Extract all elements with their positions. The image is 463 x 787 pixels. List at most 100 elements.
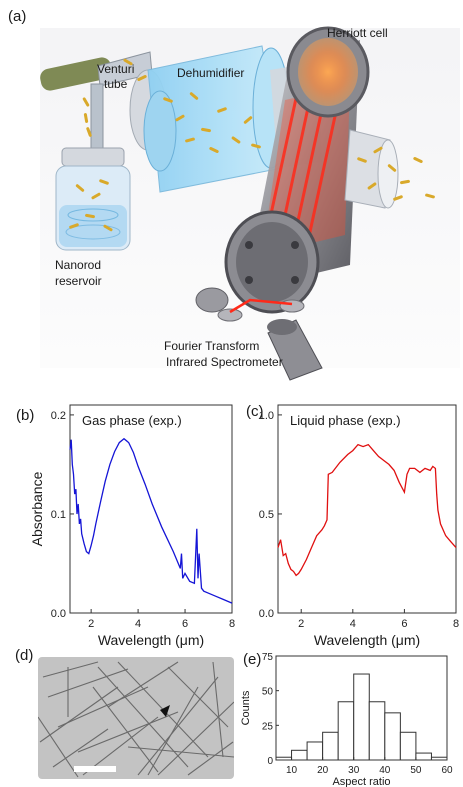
y-tick-label: 0.1 (51, 509, 66, 521)
x-tick-label: 6 (182, 618, 188, 630)
absorbance-line (69, 437, 233, 604)
x-tick-label: 6 (401, 618, 407, 630)
nanorod (209, 147, 219, 153)
x-axis-label: Aspect ratio (332, 776, 390, 787)
x-tick-label: 60 (441, 765, 453, 776)
histogram-bar (353, 673, 370, 761)
histogram-bar (399, 731, 417, 761)
nanorod (413, 157, 423, 163)
venturi-stem (90, 83, 104, 155)
x-tick-label: 30 (348, 765, 360, 776)
y-axis-label: Counts (240, 690, 252, 725)
nanorod (99, 179, 109, 185)
y-axis-label: Absorbance (29, 471, 45, 546)
histogram-bar (306, 741, 324, 761)
micrograph-rod (167, 666, 229, 728)
nanorod (201, 127, 211, 133)
nanorod (163, 97, 173, 103)
histogram-bar (322, 731, 339, 761)
micrograph-rod (187, 741, 234, 776)
micrograph-rod (82, 716, 159, 776)
nanorod (86, 127, 92, 137)
micrograph-rod (57, 686, 149, 728)
nanorod (425, 193, 435, 199)
nanorod (185, 137, 195, 143)
micrograph-rod (92, 686, 159, 773)
nanorod (373, 146, 383, 154)
histogram-bar (415, 752, 432, 761)
nanorod (387, 164, 397, 172)
x-axis-label: Wavelength (μm) (314, 632, 420, 648)
plot-frame (277, 404, 457, 614)
x-tick-label: 10 (286, 765, 298, 776)
nanorod (123, 58, 133, 66)
nanorod-micrograph (38, 657, 234, 779)
herriott-cell (224, 26, 370, 314)
plot-frame (69, 404, 233, 614)
micrograph-rod (42, 661, 99, 678)
panel-b-label: (b) (16, 407, 35, 424)
micrograph-rod (127, 746, 234, 758)
gas-phase-absorbance-chart: 2 4 6 8 0.0 0.1 0.2 Gas phase (exp.) Wavelength … (29, 404, 235, 648)
micrograph-rod (38, 716, 79, 778)
panel-a-label: (a) (8, 8, 27, 25)
nanorod (393, 195, 403, 201)
nanorod (189, 92, 199, 100)
nanorod (175, 114, 185, 122)
panel-e-label: (e) (243, 651, 262, 668)
panel-c-label: (c) (246, 403, 264, 420)
x-tick-label: 2 (298, 618, 304, 630)
histogram-bar (368, 701, 386, 761)
nanorod (231, 136, 241, 144)
nanorod (367, 182, 377, 190)
liquid-phase-absorbance-chart: 2 4 6 8 0.0 0.5 1.0 Liquid phase (exp.) Waveleng… (259, 404, 459, 648)
nanorod (357, 157, 367, 163)
nanorod-particles (69, 58, 435, 232)
y-tick-label: 0.2 (51, 410, 66, 422)
x-tick-label: 4 (350, 618, 356, 630)
nanorod (243, 116, 253, 124)
micrograph-rod (97, 666, 189, 768)
histogram-bar (384, 712, 401, 761)
nanorod (83, 113, 89, 123)
micrograph-rod (107, 661, 179, 708)
scale-bar (74, 766, 116, 772)
nanorod (251, 143, 261, 149)
micrograph-rods (38, 661, 234, 778)
experimental-setup-illustration (40, 26, 460, 381)
nanorod (69, 223, 79, 229)
histogram-bar (291, 749, 308, 761)
absorbance-line (277, 443, 457, 577)
dark-triangle-particle (160, 705, 170, 717)
micrograph-rod (39, 686, 119, 743)
nanorod (103, 224, 113, 232)
chart-title: Liquid phase (exp.) (290, 413, 401, 428)
label-dehumidifier: Dehumidifier (177, 66, 245, 80)
y-tick-label: 25 (262, 721, 274, 732)
nanorod (85, 213, 95, 219)
x-tick-label: 4 (135, 618, 141, 630)
chart-title: Gas phase (exp.) (82, 413, 182, 428)
y-tick-label: 0.0 (259, 608, 274, 620)
label-reservoir-line2: reservoir (55, 274, 102, 288)
micrograph-rod (52, 728, 109, 768)
label-ftir-line1: Fourier Transform (164, 339, 260, 353)
nanorod (82, 97, 90, 107)
nanorod (75, 184, 85, 192)
nanorod (217, 107, 227, 113)
label-venturi-line2: tube (104, 77, 128, 91)
y-tick-label: 0.0 (51, 608, 66, 620)
y-tick-label: 1.0 (259, 410, 274, 422)
x-tick-label: 50 (410, 765, 422, 776)
ftir-optics (195, 287, 323, 381)
micrograph-rod (137, 676, 219, 776)
y-tick-label: 50 (262, 687, 274, 698)
nanorod (137, 75, 147, 81)
x-tick-label: 8 (229, 618, 235, 630)
x-tick-label: 8 (453, 618, 459, 630)
label-herriott-cell: Herriott cell (327, 26, 388, 40)
micrograph-rod (47, 668, 129, 698)
label-reservoir-line1: Nanorod (55, 258, 102, 272)
x-tick-label: 20 (317, 765, 329, 776)
micrograph-rod (147, 686, 199, 776)
